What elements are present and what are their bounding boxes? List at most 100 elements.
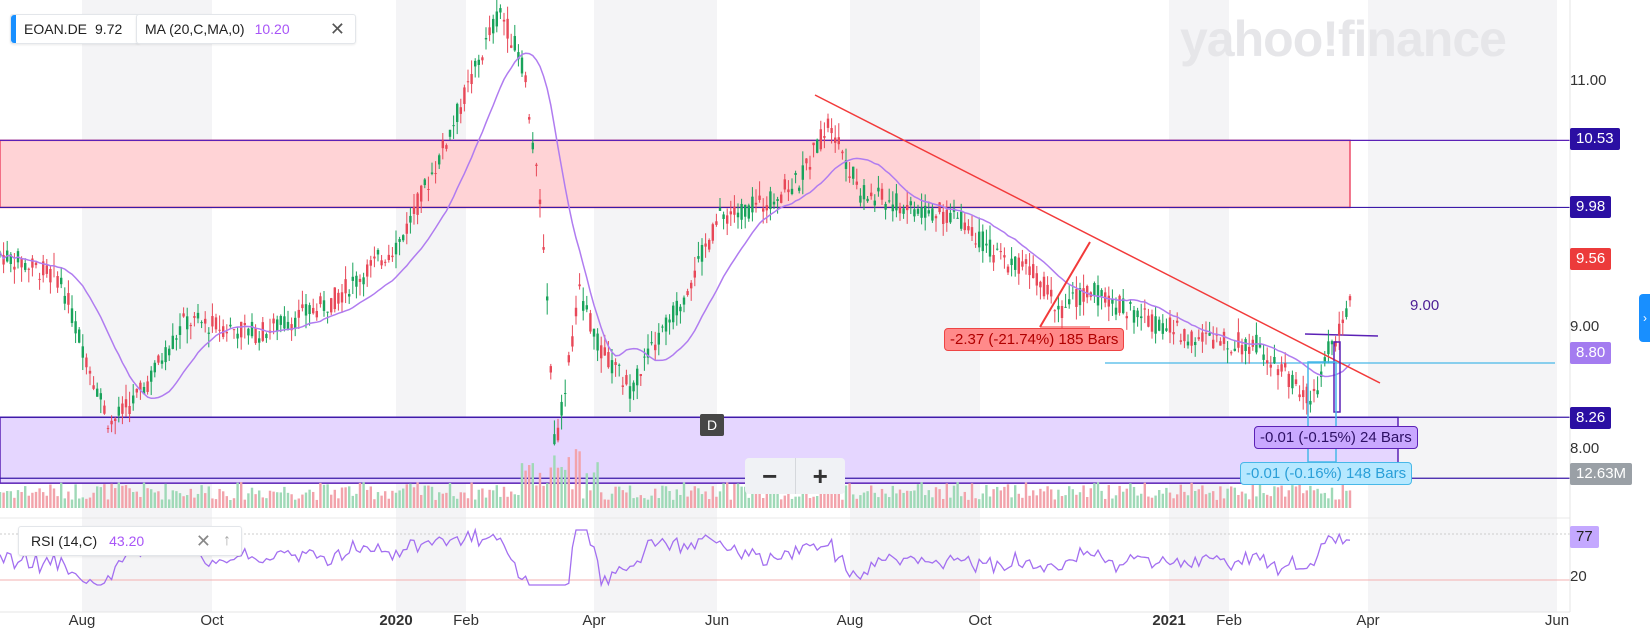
candle-body [913, 209, 916, 217]
candle-body [988, 239, 992, 257]
volume-bar [567, 457, 570, 508]
candle-body [592, 328, 596, 337]
dividend-marker[interactable]: D [700, 414, 724, 436]
candle-body [1017, 257, 1020, 274]
x-tick-aug: Aug [836, 612, 864, 629]
volume-bar [175, 491, 178, 508]
measure-red-label: -2.37 (-21.74%) 185 Bars [944, 328, 1125, 351]
candle-body [643, 356, 646, 358]
symbol-price: 9.72 [95, 21, 123, 37]
candle-body [1348, 296, 1352, 301]
volume-bar [531, 463, 534, 508]
x-tick-jun: Jun [704, 612, 730, 629]
candle-body [394, 242, 398, 255]
candle-body [697, 256, 700, 259]
volume-bar [740, 486, 743, 508]
candle-body [1186, 341, 1190, 346]
volume-bar [517, 494, 520, 508]
zoom-out-button[interactable]: − [762, 460, 778, 491]
volume-bar [142, 482, 146, 508]
candle-body [686, 291, 689, 295]
volume-bar [1086, 497, 1089, 508]
volume-bar [261, 497, 264, 508]
ma-legend[interactable]: MA (20,C,MA,0) 10.20 ✕ [136, 14, 356, 44]
candle-body [726, 215, 729, 224]
volume-bar [1316, 488, 1319, 508]
candle-body [610, 360, 614, 374]
zoom-controls: − + [745, 458, 845, 494]
volume-bar [452, 496, 455, 508]
candle-body [1096, 285, 1100, 306]
candle-body [355, 275, 358, 287]
candle-body [654, 344, 657, 351]
volume-bar [222, 491, 225, 508]
volume-bar [1215, 499, 1218, 508]
candle-body [301, 304, 304, 309]
measure-red-line [1039, 241, 1091, 328]
candle-body [758, 195, 761, 200]
volume-bar [466, 498, 470, 508]
volume-bar [78, 498, 81, 508]
candle-body [888, 200, 891, 202]
close-icon[interactable]: ✕ [195, 530, 211, 551]
close-icon[interactable]: ✕ [329, 18, 345, 39]
collapse-up-icon[interactable]: ↑ [223, 532, 231, 549]
candle-body [319, 296, 322, 305]
candle-body [538, 199, 542, 205]
volume-bar [1320, 493, 1323, 508]
candle-body [265, 334, 268, 339]
volume-bar [963, 491, 966, 508]
candle-body [384, 261, 387, 263]
candle-body [862, 185, 866, 200]
volume-bar [920, 482, 923, 508]
candle-body [70, 308, 74, 324]
candle-body [924, 205, 927, 218]
candle-body [848, 176, 851, 178]
candle-body [477, 59, 480, 65]
candle-body [844, 160, 848, 169]
volume-bar [978, 499, 981, 508]
candle-body [250, 321, 254, 337]
volume-bar [686, 496, 689, 508]
candle-body [168, 348, 171, 356]
volume-bar [63, 498, 66, 508]
candle-body [1323, 357, 1326, 363]
candle-body [880, 188, 884, 200]
volume-bar [560, 466, 563, 508]
volume-bar [1168, 492, 1172, 508]
candle-body [1154, 316, 1157, 334]
volume-bar [1348, 490, 1352, 508]
rsi-legend[interactable]: RSI (14,C) 43.20 ✕ ↑ [18, 526, 242, 556]
volume-bar [1111, 498, 1114, 508]
candle-body [207, 332, 210, 334]
zoom-in-button[interactable]: + [794, 458, 846, 494]
candle-body [229, 324, 232, 327]
expand-panel-button[interactable]: › [1639, 294, 1650, 342]
measure-blue-label: -0.01 (-0.16%) 148 Bars [1240, 462, 1413, 485]
candle-body [150, 370, 153, 382]
candle-body [88, 370, 92, 374]
volume-bar [1096, 482, 1100, 508]
candle-body [49, 268, 52, 283]
volume-bar [898, 489, 902, 508]
candle-body [1122, 298, 1125, 314]
candle-body [675, 300, 678, 316]
volume-bar [906, 490, 909, 508]
candle-body [470, 74, 473, 85]
volume-bar [1028, 495, 1031, 508]
volume-bar [85, 498, 88, 508]
candle-body [765, 205, 768, 211]
volume-bar [481, 488, 484, 508]
candle-body [56, 276, 59, 288]
volume-bar [24, 486, 27, 508]
volume-bar [891, 485, 894, 508]
candle-body [927, 210, 930, 214]
candle-body [999, 251, 1002, 253]
volume-bar [564, 469, 567, 508]
candle-body [1032, 264, 1035, 279]
volume-bar [1201, 485, 1204, 508]
symbol-legend[interactable]: EOAN.DE 9.72 [10, 14, 140, 44]
volume-bar [135, 491, 138, 508]
volume-bar [484, 497, 488, 508]
